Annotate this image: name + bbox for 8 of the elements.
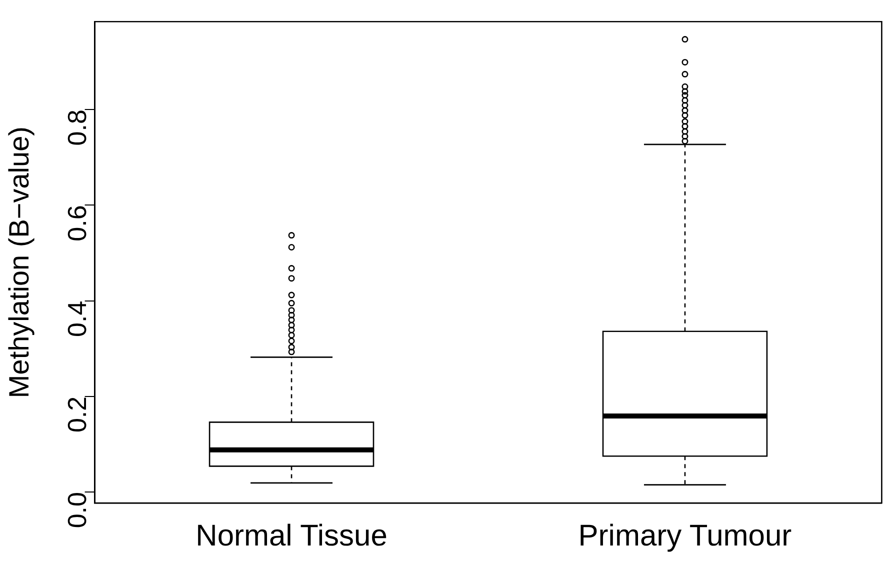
x-tick-label: Primary Tumour xyxy=(578,519,792,552)
y-tick-label: 0.6 xyxy=(62,205,92,242)
y-tick-label: 0.0 xyxy=(62,492,92,528)
y-tick-label: 0.4 xyxy=(62,300,92,337)
y-axis-title: Methylation (B−value) xyxy=(4,126,35,398)
x-tick-label: Normal Tissue xyxy=(196,519,388,552)
y-tick-label: 0.2 xyxy=(62,396,92,433)
y-tick-label: 0.8 xyxy=(62,110,92,146)
